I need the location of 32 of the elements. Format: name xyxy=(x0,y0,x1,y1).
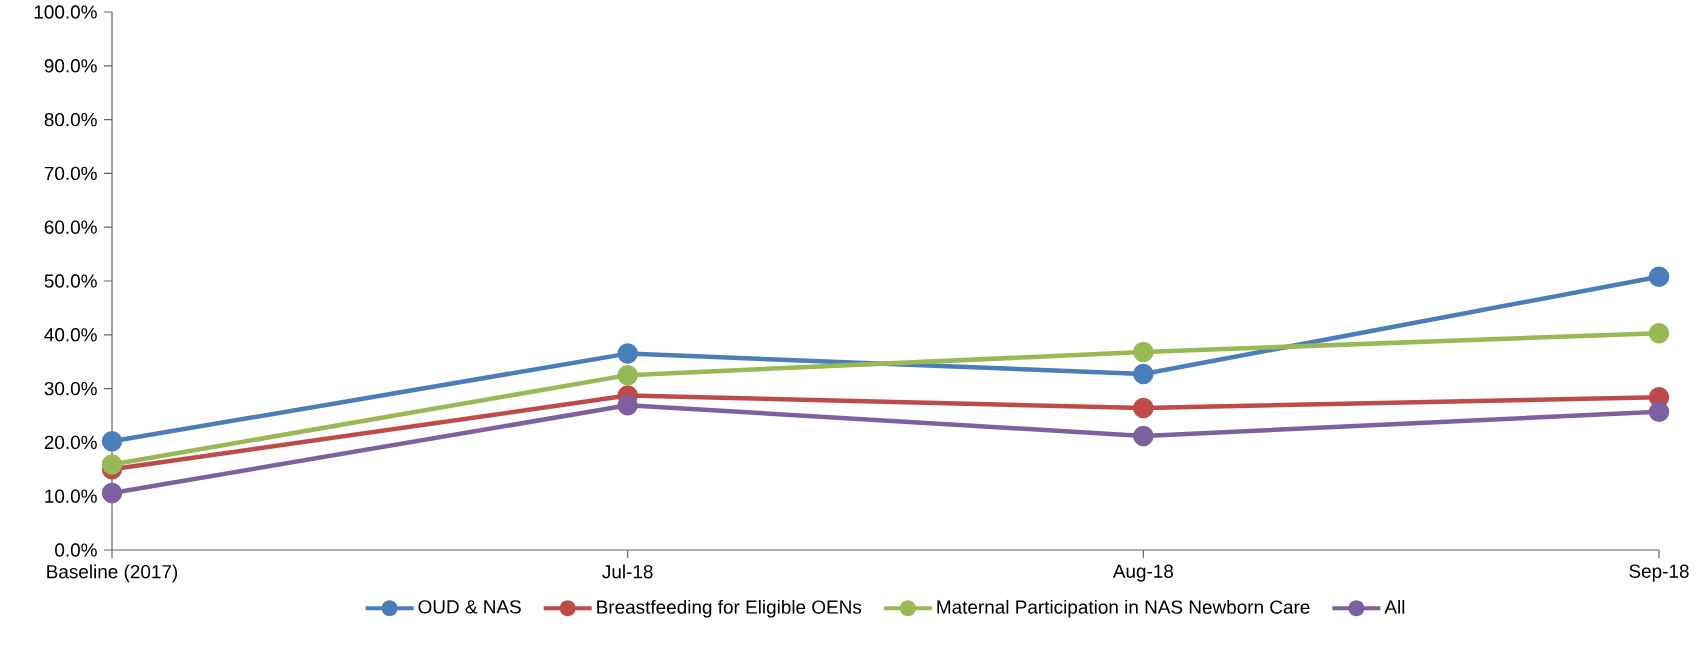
point xyxy=(1648,401,1670,422)
x-tick-label: Baseline (2017) xyxy=(47,564,178,583)
point xyxy=(101,482,123,504)
legend-label: Breastfeeding for Eligible OENs xyxy=(597,599,862,618)
point xyxy=(617,343,638,364)
point xyxy=(1133,425,1154,447)
y-tick-label: 60.0% xyxy=(44,220,97,234)
y-tick-label: 90.0% xyxy=(44,59,97,73)
y-tick-label: 70.0% xyxy=(44,166,97,181)
point xyxy=(1648,266,1670,287)
point xyxy=(1133,363,1154,385)
point xyxy=(617,395,638,416)
y-tick-label: 100.0% xyxy=(34,5,97,19)
point xyxy=(101,431,123,452)
y-tick-label: 0.0% xyxy=(55,543,97,557)
point xyxy=(617,364,638,386)
x-tick-label: Aug-18 xyxy=(1112,564,1174,582)
y-tick-label: 40.0% xyxy=(44,328,97,342)
point xyxy=(101,454,123,475)
legend-label: OUD & NAS xyxy=(418,600,521,614)
y-tick-label: 50.0% xyxy=(44,274,97,288)
x-tick-label: Jul-18 xyxy=(602,564,653,579)
point xyxy=(1648,322,1670,344)
point xyxy=(1133,397,1154,419)
y-tick-label: 80.0% xyxy=(44,112,97,127)
y-tick-label: 10.0% xyxy=(45,489,97,503)
legend-label: Maternal Participation in NAS Newborn Care xyxy=(937,599,1310,618)
point xyxy=(1133,341,1154,363)
x-tick-label: Sep-18 xyxy=(1629,564,1689,582)
y-tick-label: 30.0% xyxy=(44,381,97,396)
y-tick-label: 20.0% xyxy=(44,435,97,450)
legend-label: All xyxy=(1384,599,1405,614)
